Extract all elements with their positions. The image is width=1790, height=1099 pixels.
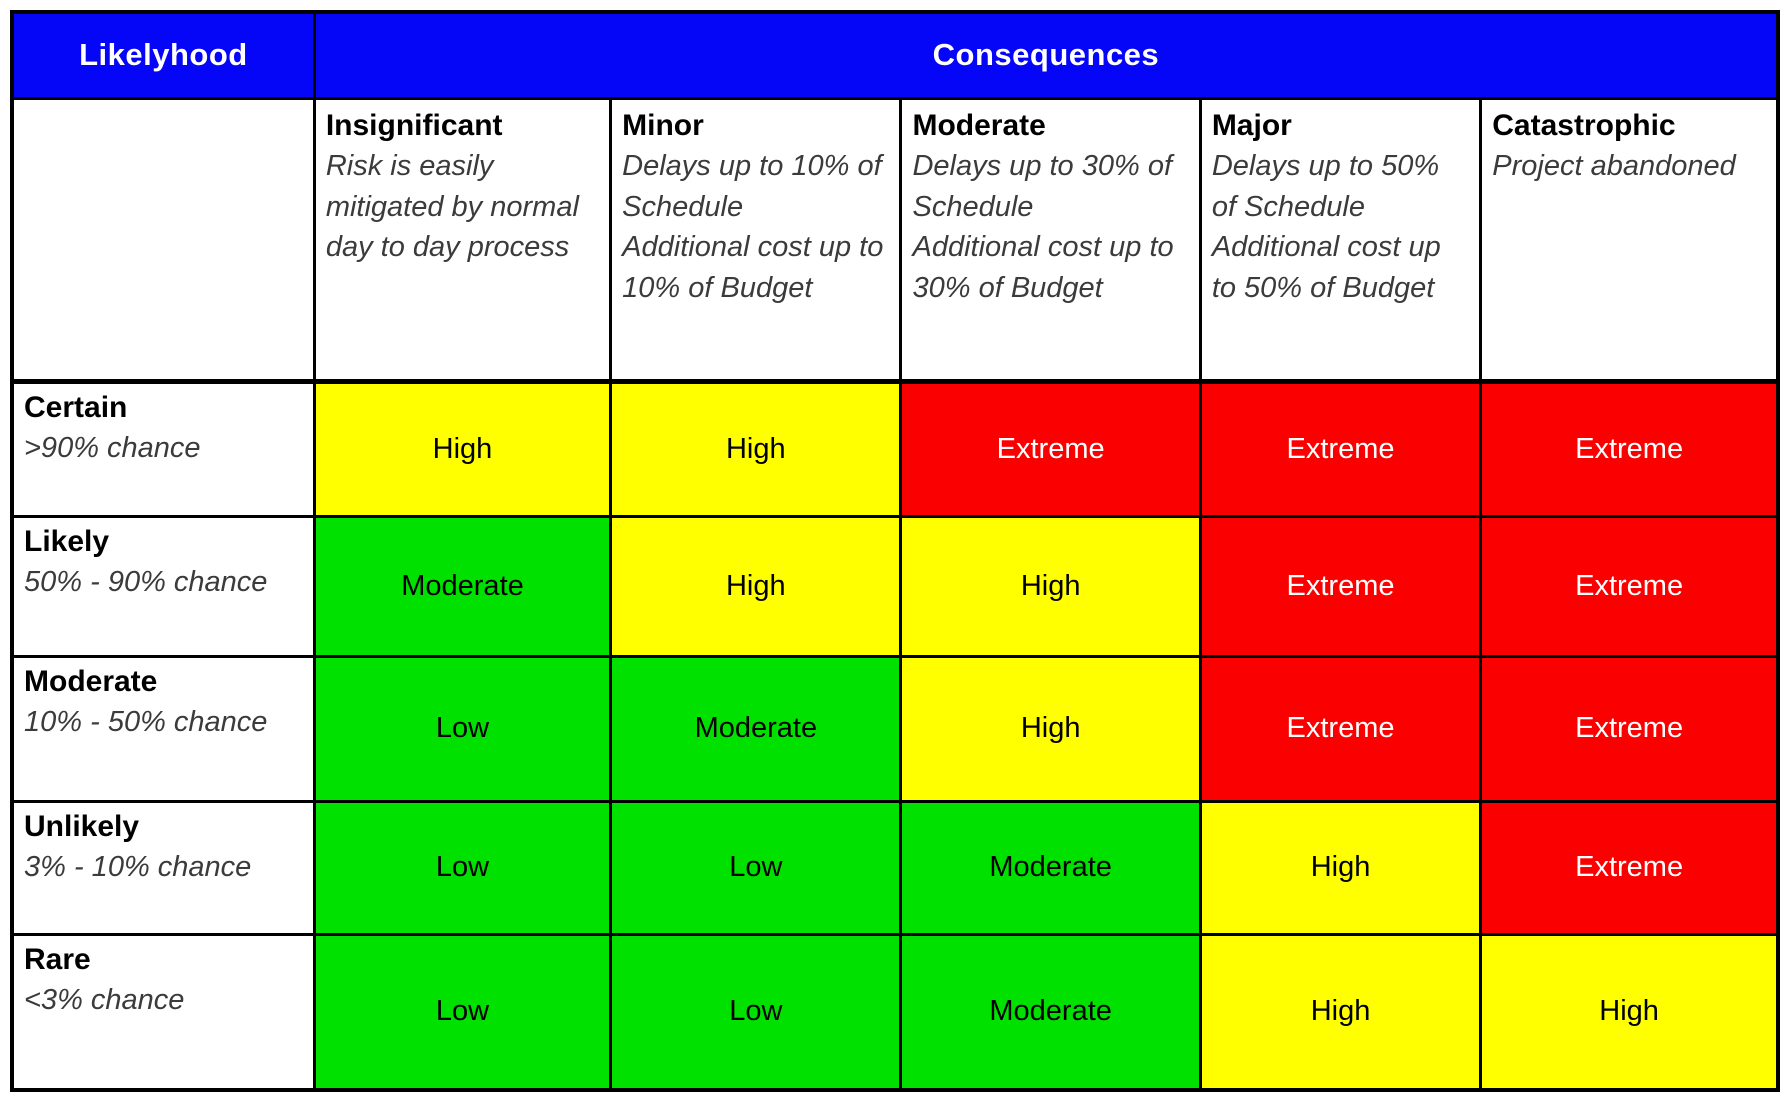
column-header-moderate: Moderate Delays up to 30% of Schedule Ad… bbox=[899, 96, 1202, 384]
risk-cell: Moderate bbox=[609, 654, 903, 803]
row-description: >90% chance bbox=[24, 432, 201, 464]
risk-cell: High bbox=[1198, 799, 1483, 936]
likelihood-row-moderate: Moderate 10% - 50% chance Low Moderate H… bbox=[10, 654, 1780, 803]
row-header-likely: Likely 50% - 90% chance bbox=[10, 514, 316, 658]
risk-cell: Low bbox=[312, 654, 613, 803]
risk-cell: Moderate bbox=[312, 514, 613, 658]
row-description: 50% - 90% chance bbox=[24, 566, 268, 598]
risk-cell: Extreme bbox=[1198, 379, 1483, 518]
row-name: Rare bbox=[24, 942, 91, 976]
empty-corner-cell bbox=[10, 96, 316, 384]
consequence-definitions-row: Insignificant Risk is easily mitigated b… bbox=[10, 96, 1780, 384]
risk-matrix-container: Likelyhood Consequences Insignificant Ri… bbox=[10, 10, 1780, 1092]
risk-cell: High bbox=[899, 654, 1202, 803]
row-name: Unlikely bbox=[24, 809, 140, 843]
likelihood-row-certain: Certain >90% chance High High Extreme Ex… bbox=[10, 379, 1780, 518]
risk-cell: Moderate bbox=[899, 799, 1202, 936]
row-description: 10% - 50% chance bbox=[24, 706, 268, 738]
column-description: Risk is easily mitigated by normal day t… bbox=[325, 150, 579, 264]
column-description: Delays up to 30% of Schedule Additional … bbox=[912, 150, 1174, 304]
matrix-title-row: Likelyhood Consequences bbox=[10, 10, 1780, 100]
risk-cell: Low bbox=[312, 799, 613, 936]
column-name: Major bbox=[1211, 108, 1292, 142]
column-name: Insignificant bbox=[325, 108, 503, 142]
risk-cell: High bbox=[609, 379, 903, 518]
risk-cell: Moderate bbox=[899, 932, 1202, 1092]
row-name: Moderate bbox=[24, 664, 158, 698]
risk-cell: Low bbox=[312, 932, 613, 1092]
risk-cell: Extreme bbox=[1479, 379, 1780, 518]
risk-cell: High bbox=[1198, 932, 1483, 1092]
column-header-catastrophic: Catastrophic Project abandoned bbox=[1479, 96, 1780, 384]
row-header-certain: Certain >90% chance bbox=[10, 379, 316, 518]
column-name: Minor bbox=[622, 108, 704, 142]
risk-cell: Extreme bbox=[1198, 654, 1483, 803]
risk-cell: Extreme bbox=[1198, 514, 1483, 658]
risk-cell: Extreme bbox=[1479, 654, 1780, 803]
likelihood-row-rare: Rare <3% chance Low Low Moderate High Hi… bbox=[10, 932, 1780, 1092]
column-description: Project abandoned bbox=[1492, 150, 1736, 182]
column-description: Delays up to 50% of Schedule Additional … bbox=[1211, 150, 1441, 304]
risk-cell: High bbox=[312, 379, 613, 518]
column-name: Catastrophic bbox=[1492, 108, 1676, 142]
risk-cell: Extreme bbox=[1479, 514, 1780, 658]
row-header-unlikely: Unlikely 3% - 10% chance bbox=[10, 799, 316, 936]
row-description: 3% - 10% chance bbox=[24, 851, 252, 883]
row-name: Certain bbox=[24, 390, 128, 424]
column-header-insignificant: Insignificant Risk is easily mitigated b… bbox=[312, 96, 613, 384]
likelihood-row-likely: Likely 50% - 90% chance Moderate High Hi… bbox=[10, 514, 1780, 658]
risk-cell: Low bbox=[609, 799, 903, 936]
consequences-header-cell: Consequences bbox=[312, 10, 1780, 100]
risk-cell: Extreme bbox=[899, 379, 1202, 518]
row-description: <3% chance bbox=[24, 984, 185, 1016]
column-description: Delays up to 10% of Schedule Additional … bbox=[622, 150, 884, 304]
row-header-rare: Rare <3% chance bbox=[10, 932, 316, 1092]
column-header-major: Major Delays up to 50% of Schedule Addit… bbox=[1198, 96, 1483, 384]
risk-cell: High bbox=[609, 514, 903, 658]
risk-cell: Extreme bbox=[1479, 799, 1780, 936]
likelihood-header-cell: Likelyhood bbox=[10, 10, 316, 100]
risk-matrix-table: Likelyhood Consequences Insignificant Ri… bbox=[10, 10, 1780, 1092]
risk-cell: Low bbox=[609, 932, 903, 1092]
risk-cell: High bbox=[1479, 932, 1780, 1092]
likelihood-row-unlikely: Unlikely 3% - 10% chance Low Low Moderat… bbox=[10, 799, 1780, 936]
row-name: Likely bbox=[24, 524, 110, 558]
column-header-minor: Minor Delays up to 10% of Schedule Addit… bbox=[609, 96, 903, 384]
column-name: Moderate bbox=[912, 108, 1046, 142]
row-header-moderate: Moderate 10% - 50% chance bbox=[10, 654, 316, 803]
risk-cell: High bbox=[899, 514, 1202, 658]
